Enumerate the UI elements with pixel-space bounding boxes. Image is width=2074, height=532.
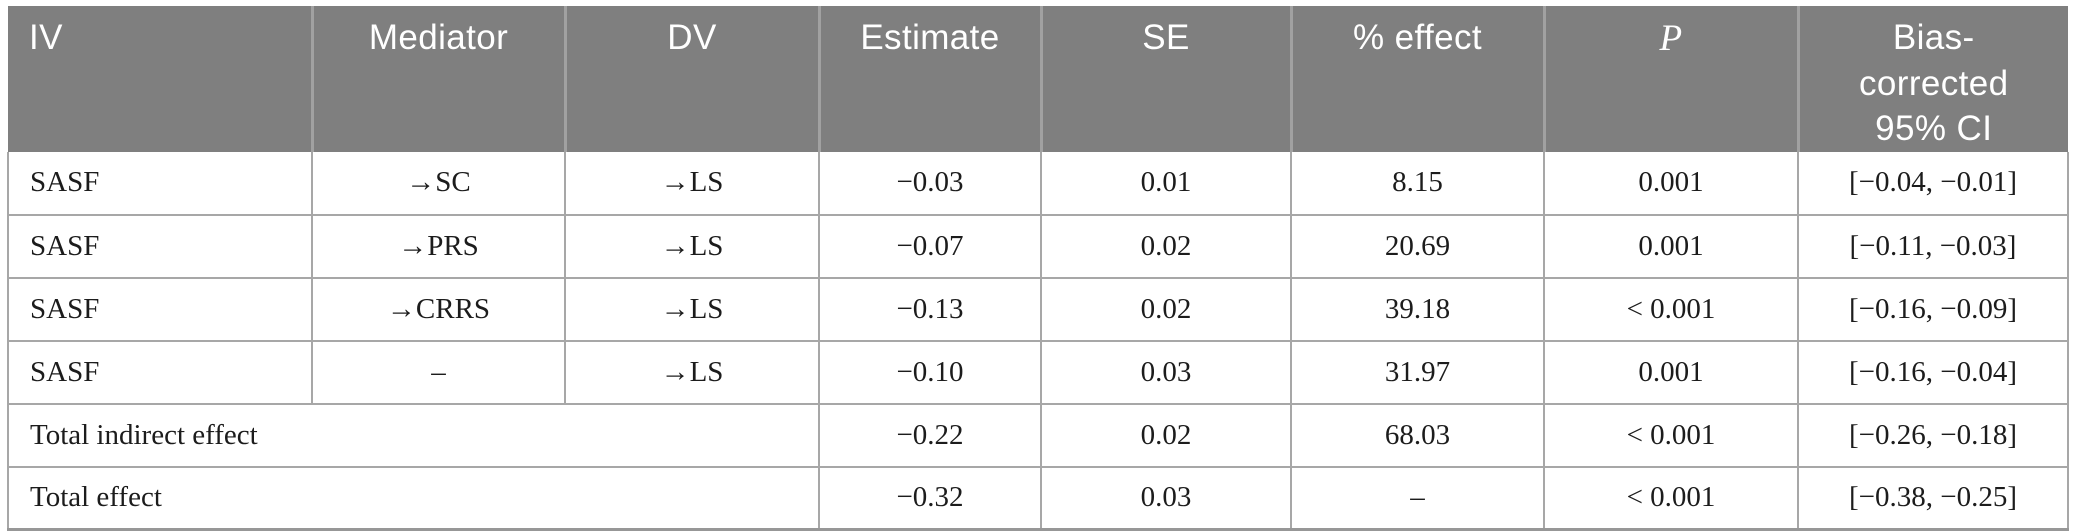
cell-p: 0.001 <box>1543 151 1799 216</box>
cell-pct-effect: 39.18 <box>1290 276 1545 342</box>
cell-ci: [−0.04, −0.01] <box>1797 151 2069 216</box>
cell-estimate: −0.10 <box>818 339 1042 405</box>
cell-ci: [−0.16, −0.04] <box>1797 339 2069 405</box>
cell-row-label: Total indirect effect <box>7 402 820 468</box>
column-header-p: P <box>1542 6 1798 152</box>
cell-dv: →LS <box>564 151 820 216</box>
cell-se: 0.02 <box>1040 276 1292 342</box>
cell-pct-effect: 20.69 <box>1290 213 1545 279</box>
table-row: SASF – →LS −0.10 0.03 31.97 0.001 [−0.16… <box>7 339 2069 405</box>
column-header-dv: DV <box>563 6 819 152</box>
cell-mediator: →PRS <box>311 213 566 279</box>
cell-dv: →LS <box>564 213 820 279</box>
cell-se: 0.02 <box>1040 213 1292 279</box>
table-row: SASF →CRRS →LS −0.13 0.02 39.18 < 0.001 … <box>7 276 2069 342</box>
cell-p: 0.001 <box>1543 213 1799 279</box>
cell-estimate: −0.22 <box>818 402 1042 468</box>
mediation-effects-table: IV Mediator DV Estimate SE % effect P Bi… <box>7 6 2069 531</box>
cell-estimate: −0.32 <box>818 465 1042 531</box>
cell-ci: [−0.11, −0.03] <box>1797 213 2069 279</box>
cell-dv: →LS <box>564 276 820 342</box>
column-header-estimate: Estimate <box>817 6 1041 152</box>
cell-mediator: →CRRS <box>311 276 566 342</box>
table-row-total-indirect: Total indirect effect −0.22 0.02 68.03 <… <box>7 402 2069 468</box>
cell-row-label: Total effect <box>7 465 820 531</box>
cell-pct-effect: 31.97 <box>1290 339 1545 405</box>
column-header-pct-effect: % effect <box>1289 6 1544 152</box>
cell-se: 0.03 <box>1040 339 1292 405</box>
cell-iv: SASF <box>7 276 313 342</box>
cell-iv: SASF <box>7 339 313 405</box>
cell-iv: SASF <box>7 213 313 279</box>
cell-p: < 0.001 <box>1543 276 1799 342</box>
cell-mediator: – <box>311 339 566 405</box>
cell-ci: [−0.38, −0.25] <box>1797 465 2069 531</box>
table-row: SASF →SC →LS −0.03 0.01 8.15 0.001 [−0.0… <box>7 151 2069 216</box>
column-header-iv: IV <box>8 6 312 152</box>
cell-p: < 0.001 <box>1543 402 1799 468</box>
cell-p: < 0.001 <box>1543 465 1799 531</box>
cell-pct-effect: 68.03 <box>1290 402 1545 468</box>
column-header-mediator: Mediator <box>310 6 565 152</box>
cell-se: 0.02 <box>1040 402 1292 468</box>
column-header-ci: Bias-corrected 95% CI <box>1796 6 2068 152</box>
cell-se: 0.03 <box>1040 465 1292 531</box>
column-header-se: SE <box>1039 6 1291 152</box>
table-row-total-effect: Total effect −0.32 0.03 – < 0.001 [−0.38… <box>7 465 2069 531</box>
cell-dv: →LS <box>564 339 820 405</box>
cell-estimate: −0.03 <box>818 151 1042 216</box>
cell-p: 0.001 <box>1543 339 1799 405</box>
cell-estimate: −0.07 <box>818 213 1042 279</box>
table-row: SASF →PRS →LS −0.07 0.02 20.69 0.001 [−0… <box>7 213 2069 279</box>
cell-se: 0.01 <box>1040 151 1292 216</box>
header-row: IV Mediator DV Estimate SE % effect P Bi… <box>8 6 2068 152</box>
cell-estimate: −0.13 <box>818 276 1042 342</box>
cell-ci: [−0.16, −0.09] <box>1797 276 2069 342</box>
cell-pct-effect: – <box>1290 465 1545 531</box>
cell-pct-effect: 8.15 <box>1290 151 1545 216</box>
cell-mediator: →SC <box>311 151 566 216</box>
cell-iv: SASF <box>7 151 313 216</box>
cell-ci: [−0.26, −0.18] <box>1797 402 2069 468</box>
